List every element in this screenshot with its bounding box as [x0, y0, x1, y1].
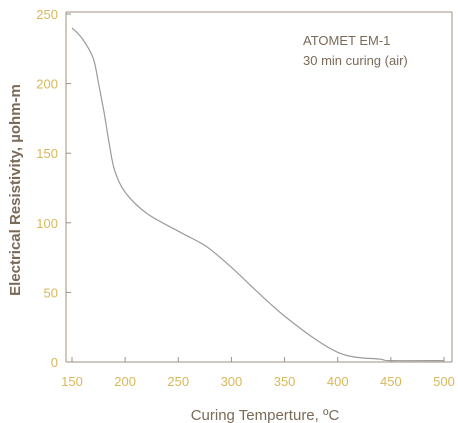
x-tick-label: 150 [61, 374, 83, 389]
y-tick-label: 50 [44, 285, 58, 300]
x-tick-label: 300 [221, 374, 243, 389]
y-tick-label: 200 [36, 77, 58, 92]
y-axis-ticks: 0 50 100 150 200 250 [36, 7, 71, 370]
series-line [71, 27, 445, 362]
x-tick-label: 350 [274, 374, 296, 389]
y-tick-label: 150 [36, 146, 58, 161]
annotation-line-1: ATOMET EM-1 [303, 33, 390, 48]
x-tick-label: 250 [167, 374, 189, 389]
y-axis-title: Electrical Resistivity, µohm-m [7, 84, 24, 296]
x-axis-ticks: 150 200 250 300 350 400 450 500 [61, 357, 455, 389]
y-tick-label: 250 [36, 7, 58, 22]
plot-frame [65, 11, 453, 363]
x-tick-label: 450 [380, 374, 402, 389]
y-tick-label: 0 [51, 355, 58, 370]
x-tick-label: 500 [433, 374, 455, 389]
x-axis-title: Curing Temperture, ºC [191, 407, 340, 423]
y-tick-label: 100 [36, 216, 58, 231]
annotation-line-2: 30 min curing (air) [303, 53, 408, 68]
x-tick-label: 200 [114, 374, 136, 389]
x-tick-label: 400 [327, 374, 349, 389]
